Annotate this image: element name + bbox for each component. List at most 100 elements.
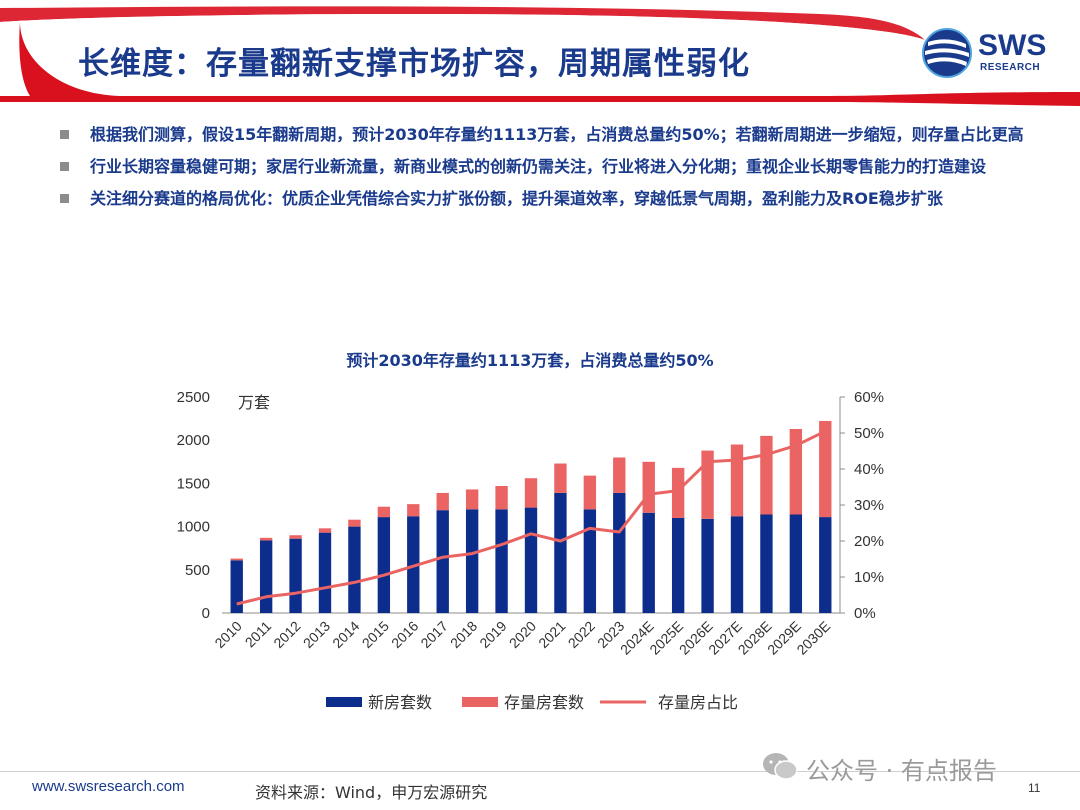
bar-existing-housing: [760, 435, 773, 515]
bar-existing-housing: [230, 558, 243, 561]
bar-new-housing: [348, 526, 361, 613]
legend-label: 新房套数: [368, 693, 432, 712]
bar-new-housing: [642, 512, 655, 613]
y-tick-label: 2500: [177, 389, 210, 406]
bar-existing-housing: [259, 537, 273, 541]
combo-chart: 预计2030年存量约1113万套，占消费总量约50% 万套 0 500 1000 15…: [177, 351, 884, 712]
bar-new-housing: [789, 514, 803, 613]
bar-new-housing: [701, 518, 714, 613]
y2-tick-label: 10%: [854, 569, 884, 586]
y-tick-label: 500: [185, 562, 210, 579]
bar-new-housing: [819, 517, 832, 613]
x-tick-label: 2017: [417, 618, 450, 651]
x-tick-label: 2010: [211, 618, 244, 651]
bullet-text: 行业长期容量稳健可期；家居行业新流量，新商业模式的创新仍需关注，行业将进入分化期…: [90, 157, 987, 176]
bar-new-housing: [259, 540, 273, 613]
x-tick-label: 2019: [476, 618, 509, 651]
bar-new-housing: [318, 532, 332, 613]
footer-website-link[interactable]: www.swsresearch.com: [32, 778, 185, 795]
chart-legend: 新房套数 存量房套数 存量房占比: [326, 693, 738, 712]
bar-existing-housing: [524, 478, 538, 508]
bullet-square-icon: [60, 194, 69, 203]
slide-header: 长维度：存量翻新支撑市场扩容，周期属性弱化 SWS RESEARCH: [0, 0, 1080, 112]
legend-label: 存量房占比: [658, 693, 738, 712]
bar-new-housing: [583, 509, 597, 613]
page-title: 长维度：存量翻新支撑市场扩容，周期属性弱化: [78, 46, 750, 82]
chart-title: 预计2030年存量约1113万套，占消费总量约50%: [346, 351, 713, 370]
bar-existing-housing: [348, 519, 361, 527]
bar-existing-housing: [495, 485, 508, 510]
bar-new-housing: [524, 507, 538, 613]
logo-subtext: RESEARCH: [980, 62, 1041, 73]
line-existing-share: [236, 429, 826, 606]
bullet-square-icon: [60, 130, 69, 139]
bar-existing-housing: [671, 467, 685, 518]
x-tick-label: 2018: [447, 618, 480, 651]
bar-existing-housing: [789, 428, 803, 515]
bullet-text: 根据我们测算，假设15年翻新周期，预计2030年存量约1113万套，占消费总量约…: [90, 125, 1024, 144]
bullet-item: 关注细分赛道的格局优化：优质企业凭借综合实力扩张份额，提升渠道效率，穿越低景气周…: [60, 186, 1030, 211]
bullet-square-icon: [60, 162, 69, 171]
bar-existing-housing: [701, 450, 714, 519]
bar-existing-housing: [554, 463, 567, 493]
bullet-list: 根据我们测算，假设15年翻新周期，预计2030年存量约1113万套，占消费总量约…: [60, 122, 1030, 218]
x-tick-label: 2011: [242, 618, 275, 651]
y2-tick-label: 50%: [854, 425, 884, 442]
x-tick-label: 2014: [329, 618, 362, 651]
header-swoosh: [0, 6, 1080, 112]
bar-new-housing: [407, 516, 420, 613]
footer-source: 资料来源：Wind，申万宏源研究: [255, 783, 488, 802]
y-axis-unit-label: 万套: [238, 393, 270, 412]
sws-logo-icon: [922, 28, 972, 78]
legend-swatch: [462, 697, 498, 707]
watermark-text: 公众号 · 有点报告: [806, 757, 997, 785]
x-tick-label: 2016: [388, 618, 421, 651]
x-tick-label: 2012: [270, 618, 303, 651]
logo-text: SWS: [978, 29, 1047, 62]
bar-new-housing: [495, 509, 508, 613]
y2-tick-label: 20%: [854, 533, 884, 550]
bar-existing-housing: [613, 457, 626, 493]
bar-new-housing: [554, 492, 567, 613]
bar-existing-housing: [289, 535, 302, 539]
bar-existing-housing: [377, 506, 391, 518]
bar-existing-housing: [642, 461, 655, 513]
bar-new-housing: [671, 517, 685, 613]
bar-new-housing: [289, 538, 302, 613]
bar-existing-housing: [436, 492, 449, 511]
y2-tick-label: 30%: [854, 497, 884, 514]
bullet-item: 行业长期容量稳健可期；家居行业新流量，新商业模式的创新仍需关注，行业将进入分化期…: [60, 154, 1030, 179]
bar-new-housing: [230, 560, 243, 613]
bar-new-housing: [436, 510, 449, 613]
legend-swatch: [326, 697, 362, 707]
bar-existing-housing: [583, 475, 597, 510]
y-tick-label: 0: [202, 605, 210, 622]
bar-new-housing: [613, 492, 626, 613]
y2-tick-label: 60%: [854, 389, 884, 406]
wechat-icon: [763, 753, 798, 780]
bar-new-housing: [465, 509, 479, 613]
y2-tick-label: 40%: [854, 461, 884, 478]
bar-existing-housing: [318, 528, 332, 533]
bar-existing-housing: [407, 504, 420, 517]
x-tick-label: 2013: [300, 618, 333, 651]
y-tick-label: 2000: [177, 432, 210, 449]
sws-logo: SWS RESEARCH: [920, 26, 1060, 80]
footer-divider: [0, 771, 1080, 772]
bullet-text: 关注细分赛道的格局优化：优质企业凭借综合实力扩张份额，提升渠道效率，穿越低景气周…: [90, 189, 943, 208]
bar-existing-housing: [730, 444, 744, 517]
x-tick-label: 2015: [359, 618, 392, 651]
bar-new-housing: [377, 517, 391, 613]
bar-existing-housing: [819, 420, 832, 518]
bullet-item: 根据我们测算，假设15年翻新周期，预计2030年存量约1113万套，占消费总量约…: [60, 122, 1030, 147]
chart-line: [236, 429, 826, 606]
chart-bars: [230, 420, 832, 613]
bar-new-housing: [760, 514, 773, 613]
y-tick-label: 1000: [177, 519, 210, 536]
x-tick-label: 2022: [565, 618, 598, 651]
bar-new-housing: [730, 516, 744, 613]
page-number: 11: [1028, 781, 1041, 795]
bar-existing-housing: [465, 489, 479, 510]
watermark: 公众号 · 有点报告: [760, 749, 1060, 785]
x-tick-label: 2020: [506, 618, 539, 651]
